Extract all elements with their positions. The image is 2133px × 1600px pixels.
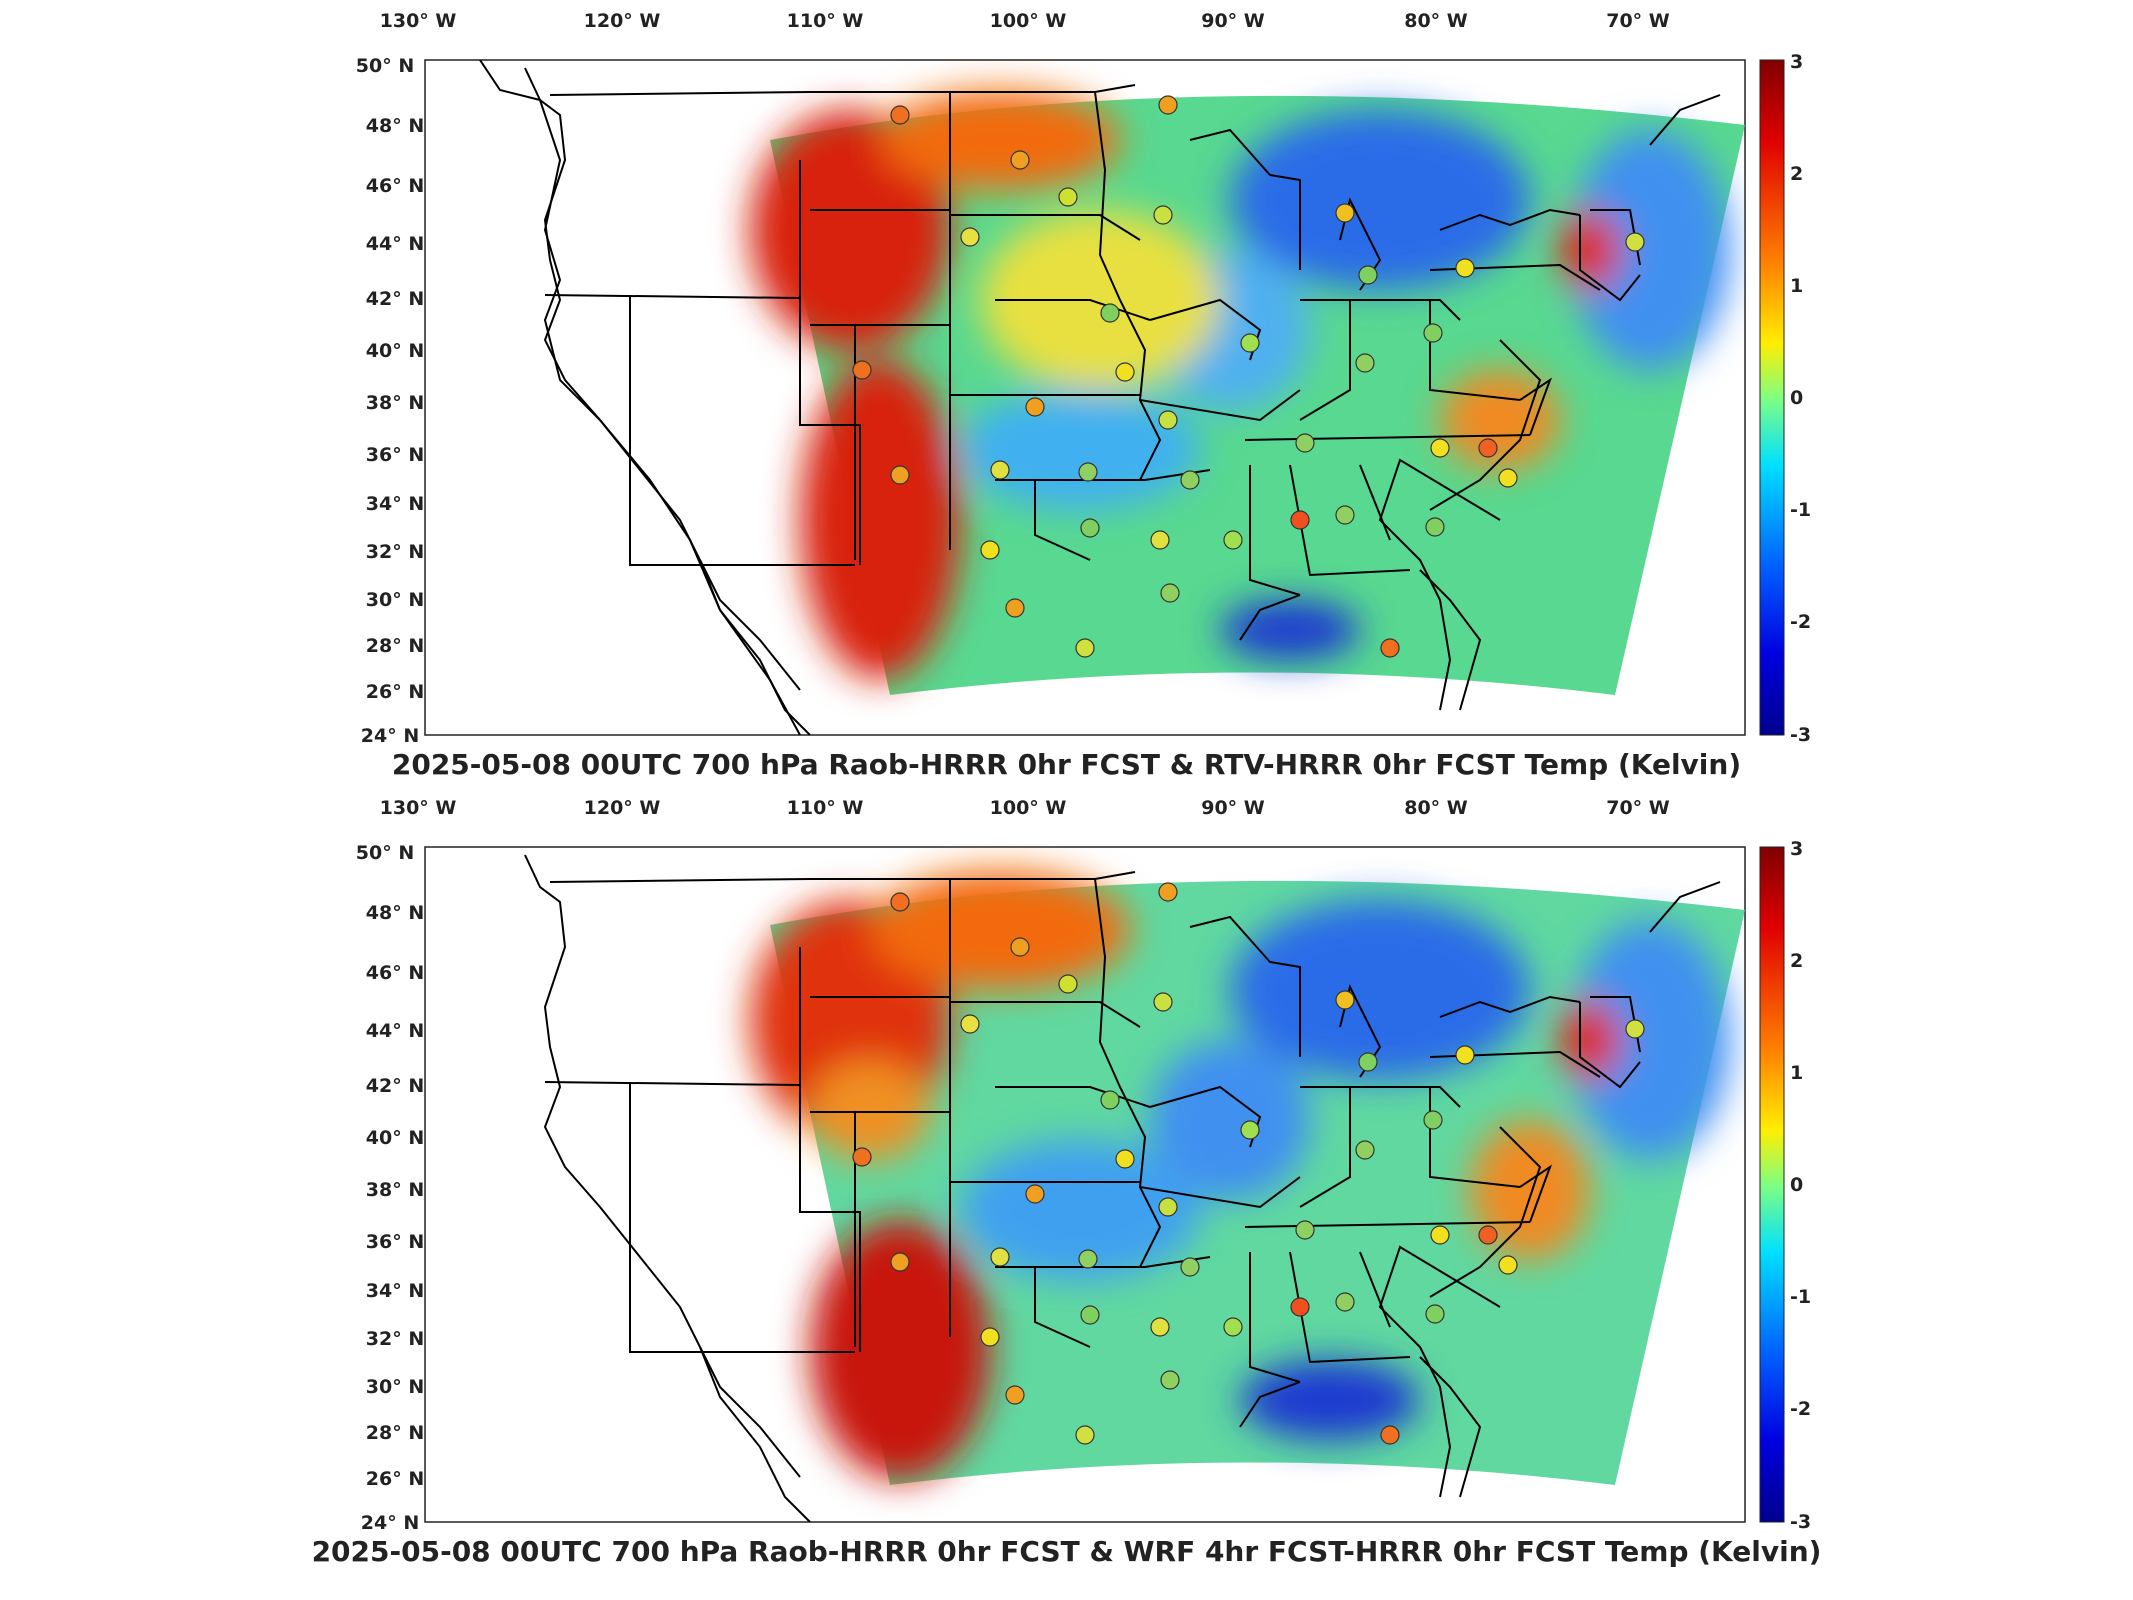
- lat-tick-42n: 42° N: [366, 1075, 424, 1097]
- lat-tick-44n: 44° N: [366, 1020, 424, 1042]
- colorbar-tick-minus3: -3: [1790, 724, 1811, 746]
- lon-tick-130w: 130° W: [380, 10, 457, 32]
- state-borders: [544, 871, 1721, 1498]
- colorbar-tick-minus2: -2: [1790, 611, 1811, 633]
- lat-tick-38n: 38° N: [366, 1179, 424, 1201]
- colorbar-tick-minus1: -1: [1790, 499, 1811, 521]
- colorbar-tick-2: 2: [1790, 163, 1803, 185]
- colorbar: [1759, 846, 1785, 1523]
- lon-tick-70w: 70° W: [1606, 10, 1670, 32]
- lat-tick-40n: 40° N: [366, 340, 424, 362]
- lat-tick-48n: 48° N: [366, 115, 424, 137]
- lon-tick-80w: 80° W: [1404, 10, 1468, 32]
- temperature-difference-field: [750, 870, 1745, 1485]
- colorbar-tick-1: 1: [1790, 275, 1803, 297]
- pacific-coastline: [524, 67, 811, 736]
- bottom-map-title: 2025-05-08 00UTC 700 hPa Raob-HRRR 0hr F…: [311, 1535, 1822, 1568]
- latitude-tick-labels: 50° N 48° N 46° N 44° N 42° N 40° N 38° …: [356, 842, 424, 1534]
- lon-tick-110w: 110° W: [787, 797, 864, 819]
- colorbar-tick-1: 1: [1790, 1062, 1803, 1084]
- lat-tick-28n: 28° N: [366, 635, 424, 657]
- lon-tick-90w: 90° W: [1201, 10, 1265, 32]
- lat-tick-46n: 46° N: [366, 962, 424, 984]
- lat-tick-44n: 44° N: [366, 233, 424, 255]
- lat-tick-38n: 38° N: [366, 392, 424, 414]
- lat-tick-32n: 32° N: [366, 1328, 424, 1350]
- lon-tick-120w: 120° W: [584, 10, 661, 32]
- colorbar-tick-0: 0: [1790, 387, 1803, 409]
- state-borders: [479, 60, 1721, 735]
- lon-tick-90w: 90° W: [1201, 797, 1265, 819]
- lon-tick-80w: 80° W: [1404, 797, 1468, 819]
- lon-tick-100w: 100° W: [990, 797, 1067, 819]
- lon-tick-120w: 120° W: [584, 797, 661, 819]
- lat-tick-42n: 42° N: [366, 288, 424, 310]
- colorbar-tick-minus1: -1: [1790, 1286, 1811, 1308]
- colorbar-tick-3: 3: [1790, 51, 1803, 73]
- lat-tick-26n: 26° N: [366, 1468, 424, 1490]
- lat-tick-34n: 34° N: [366, 493, 424, 515]
- latitude-tick-labels: 50° N 48° N 46° N 44° N 42° N 40° N 38° …: [356, 55, 424, 747]
- temperature-difference-field: [750, 90, 1745, 696]
- lat-tick-32n: 32° N: [366, 541, 424, 563]
- lat-tick-46n: 46° N: [366, 175, 424, 197]
- colorbar-tick-3: 3: [1790, 838, 1803, 860]
- lat-tick-24n: 24° N: [361, 1512, 419, 1534]
- lon-tick-70w: 70° W: [1606, 797, 1670, 819]
- top-map-figure: 130° W 120° W 110° W 100° W 90° W 80° W …: [356, 10, 1811, 747]
- colorbar-tick-labels: 3 2 1 0 -1 -2 -3: [1790, 838, 1811, 1533]
- lat-tick-36n: 36° N: [366, 1231, 424, 1253]
- raob-station-markers: [852, 882, 1645, 1445]
- longitude-tick-labels: 130° W 120° W 110° W 100° W 90° W 80° W …: [380, 797, 1670, 819]
- colorbar-tick-minus3: -3: [1790, 1511, 1811, 1533]
- lon-tick-130w: 130° W: [380, 797, 457, 819]
- top-map-panel: 130° W 120° W 110° W 100° W 90° W 80° W …: [0, 0, 2133, 790]
- lat-tick-36n: 36° N: [366, 444, 424, 466]
- lat-tick-30n: 30° N: [366, 589, 424, 611]
- colorbar-tick-2: 2: [1790, 950, 1803, 972]
- lat-tick-26n: 26° N: [366, 681, 424, 703]
- lat-tick-34n: 34° N: [366, 1280, 424, 1302]
- lat-tick-40n: 40° N: [366, 1127, 424, 1149]
- bottom-map-figure: 130° W 120° W 110° W 100° W 90° W 80° W …: [356, 797, 1811, 1534]
- colorbar-tick-minus2: -2: [1790, 1398, 1811, 1420]
- colorbar-tick-0: 0: [1790, 1174, 1803, 1196]
- lon-tick-110w: 110° W: [787, 10, 864, 32]
- longitude-tick-labels: 130° W 120° W 110° W 100° W 90° W 80° W …: [380, 10, 1670, 32]
- lat-tick-48n: 48° N: [366, 902, 424, 924]
- bottom-map-panel: 130° W 120° W 110° W 100° W 90° W 80° W …: [0, 790, 2133, 1600]
- colorbar: [1759, 59, 1785, 736]
- raob-station-markers: [852, 95, 1645, 658]
- pacific-coastline: [524, 854, 811, 1523]
- lat-tick-30n: 30° N: [366, 1376, 424, 1398]
- lat-tick-50n: 50° N: [356, 55, 414, 77]
- lat-tick-24n: 24° N: [361, 725, 419, 747]
- top-map-title: 2025-05-08 00UTC 700 hPa Raob-HRRR 0hr F…: [391, 748, 1742, 781]
- lat-tick-28n: 28° N: [366, 1422, 424, 1444]
- colorbar-tick-labels: 3 2 1 0 -1 -2 -3: [1790, 51, 1811, 746]
- lon-tick-100w: 100° W: [990, 10, 1067, 32]
- lat-tick-50n: 50° N: [356, 842, 414, 864]
